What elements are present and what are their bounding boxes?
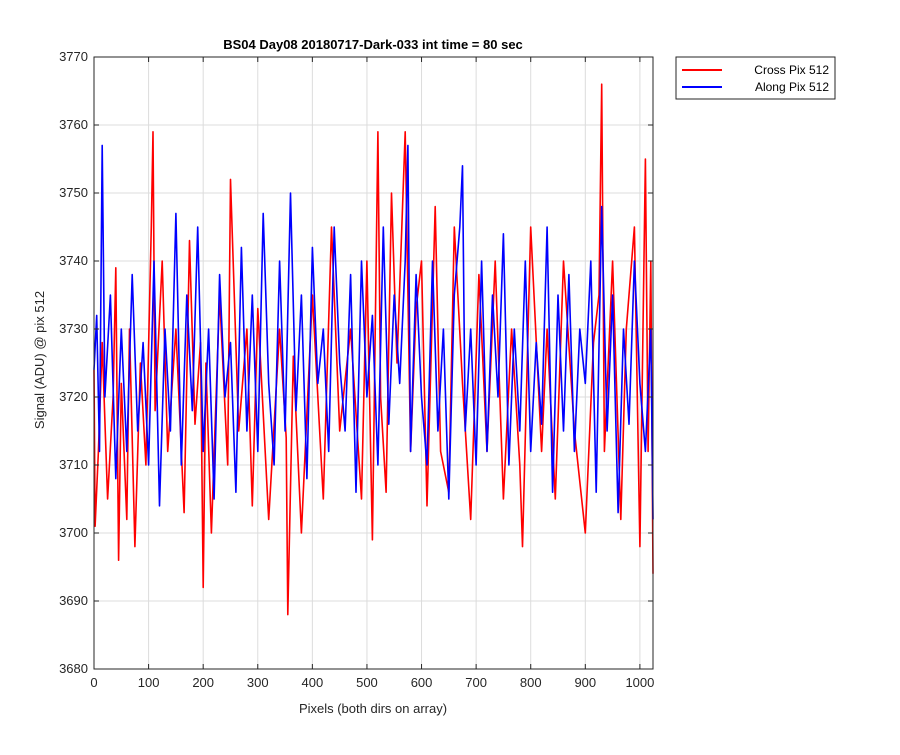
series-line-cross-pix-512 — [93, 83, 654, 616]
plot-frame — [93, 56, 654, 670]
y-tick-label: 3740 — [59, 253, 88, 268]
y-tick-label: 3760 — [59, 117, 88, 132]
y-tick-label: 3750 — [59, 185, 88, 200]
x-tick-label: 0 — [90, 675, 97, 690]
x-axis: 0 100 200 300 400 500 600 700 800 900 1000 — [90, 57, 654, 690]
legend-entry: Cross Pix 512 — [754, 63, 829, 77]
y-tick-label: 3770 — [59, 49, 88, 64]
y-tick-label: 3690 — [59, 593, 88, 608]
y-tick-label: 3680 — [59, 661, 88, 676]
y-tick-label: 3720 — [59, 389, 88, 404]
y-axis-label: Signal (ADU) @ pix 512 — [32, 291, 47, 429]
x-tick-label: 200 — [192, 675, 214, 690]
x-tick-label: 400 — [302, 675, 324, 690]
legend-box — [675, 56, 836, 100]
legend-entry: Along Pix 512 — [755, 80, 829, 94]
x-tick-label: 100 — [138, 675, 160, 690]
x-tick-label: 800 — [520, 675, 542, 690]
y-tick-label: 3700 — [59, 525, 88, 540]
x-tick-label: 1000 — [625, 675, 654, 690]
legend: Cross Pix 512 Along Pix 512 — [675, 56, 836, 100]
x-tick-label: 300 — [247, 675, 269, 690]
series-layer — [93, 83, 654, 616]
x-axis-label: Pixels (both dirs on array) — [299, 701, 447, 716]
series-line-along-pix-512 — [93, 144, 654, 520]
x-tick-label: 500 — [356, 675, 378, 690]
x-tick-label: 900 — [574, 675, 596, 690]
y-tick-label: 3730 — [59, 321, 88, 336]
x-tick-label: 700 — [465, 675, 487, 690]
y-axis: 3680 3690 3700 3710 3720 3730 3740 3750 3760 3770 — [59, 49, 653, 676]
x-tick-label: 600 — [411, 675, 433, 690]
y-tick-label: 3710 — [59, 457, 88, 472]
chart-title: BS04 Day08 20180717-Dark-033 int time = … — [223, 37, 523, 52]
